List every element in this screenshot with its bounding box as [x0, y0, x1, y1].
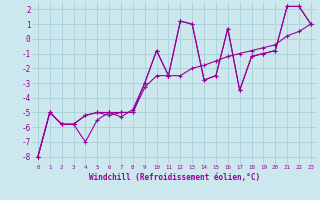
X-axis label: Windchill (Refroidissement éolien,°C): Windchill (Refroidissement éolien,°C): [89, 173, 260, 182]
